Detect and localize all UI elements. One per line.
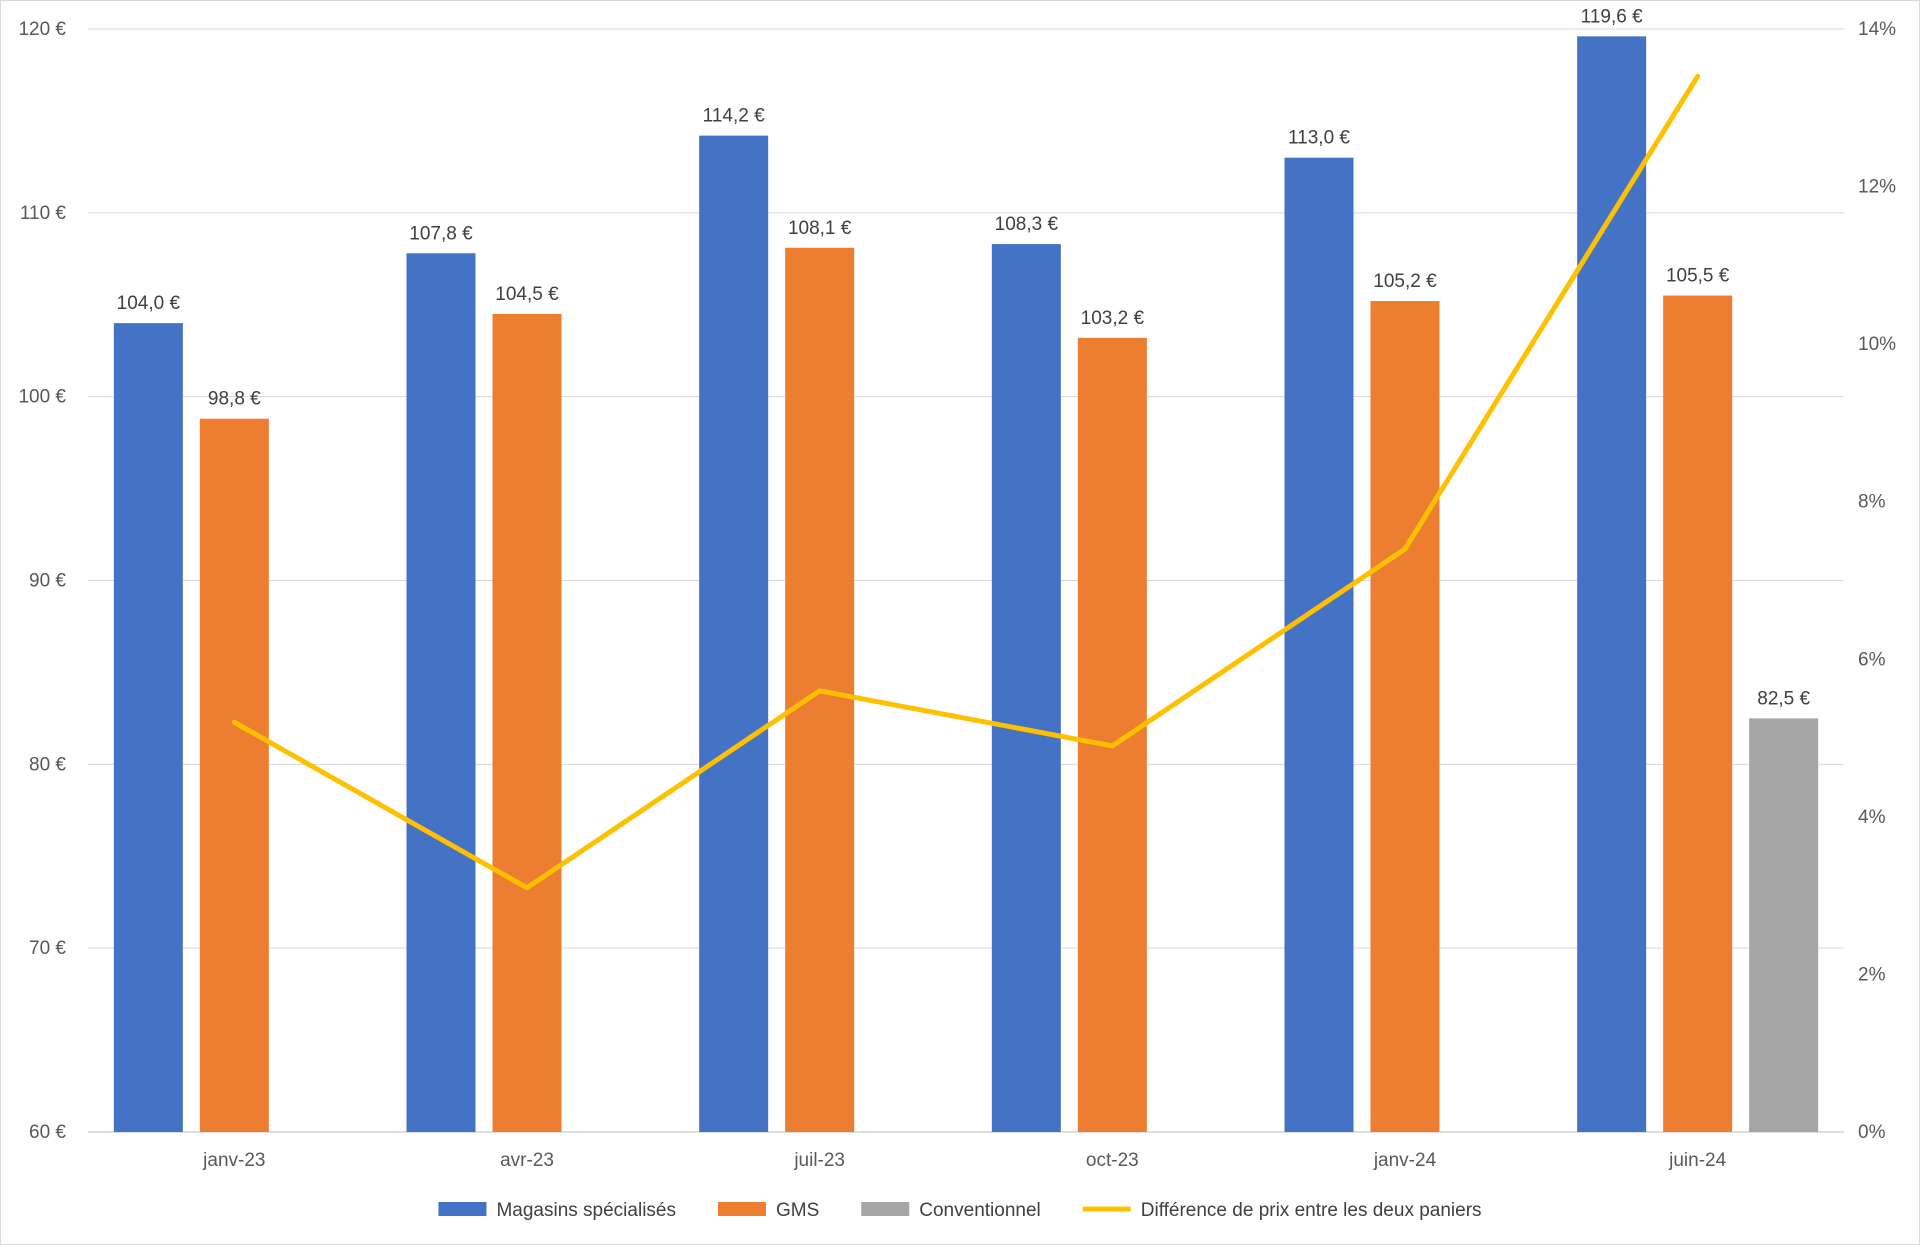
x-tick-label: juin-24 — [1668, 1150, 1726, 1171]
bar-magasins-specialises — [991, 244, 1061, 1132]
x-tick-label: janv-24 — [1373, 1150, 1437, 1171]
y-left-tick-label: 100 € — [18, 387, 66, 408]
bar-magasins-specialises — [1284, 157, 1354, 1132]
bar-magasins-specialises — [699, 135, 769, 1132]
bar-data-label: 113,0 € — [1288, 128, 1350, 149]
y-right-tick-label: 12% — [1858, 177, 1896, 198]
bar-gms — [199, 418, 269, 1132]
bar-magasins-specialises — [1577, 36, 1647, 1133]
y-left-tick-label: 110 € — [20, 203, 67, 224]
y-left-tick-label: 120 € — [18, 19, 66, 40]
y-right-tick-label: 4% — [1858, 807, 1886, 828]
bar-data-label: 105,2 € — [1373, 271, 1437, 292]
y-right-tick-label: 14% — [1858, 19, 1896, 40]
x-tick-label: oct-23 — [1086, 1150, 1139, 1171]
bar-gms — [492, 313, 562, 1133]
bar-data-label: 107,8 € — [409, 223, 473, 244]
y-left-tick-label: 60 € — [29, 1122, 66, 1143]
bar-data-label: 104,0 € — [117, 293, 181, 314]
x-tick-label: janv-23 — [202, 1150, 265, 1171]
bar-data-label: 114,2 € — [703, 106, 765, 127]
legend-label: Magasins spécialisés — [496, 1200, 676, 1221]
bar-data-label: 119,6 € — [1581, 6, 1643, 27]
bar-gms — [1663, 295, 1733, 1132]
data-labels: 104,0 € 98,8 € 107,8 € 104,5 € 114,2 € 108,1 … — [117, 6, 1811, 709]
legend-item-gms: GMS — [717, 1200, 819, 1221]
bar-data-label: 108,3 € — [995, 214, 1059, 235]
y-left-tick-label: 80 € — [29, 754, 66, 775]
bar-magasins-specialises — [406, 253, 476, 1132]
bar-data-label: 103,2 € — [1081, 308, 1145, 329]
legend-label: GMS — [776, 1200, 819, 1221]
y-right-tick-label: 10% — [1858, 334, 1896, 355]
bar-data-label: 105,5 € — [1666, 266, 1730, 287]
y-right-tick-label: 2% — [1858, 964, 1886, 985]
y-right-tick-label: 8% — [1858, 492, 1886, 513]
bar-data-label: 104,5 € — [495, 284, 559, 305]
y-left-tick-label: 70 € — [29, 938, 66, 959]
legend-swatch — [861, 1202, 910, 1216]
legend-label: Différence de prix entre les deux panier… — [1141, 1200, 1482, 1221]
axes: 60 € 70 € 80 € 90 € 100 € 110 € 120 € 0% 2% 4% 6% 8… — [18, 19, 1896, 1171]
bar-gms — [1370, 301, 1440, 1132]
legend-item-conventionnel: Conventionnel — [861, 1200, 1041, 1221]
bar-gms — [1077, 337, 1147, 1133]
legend-label: Conventionnel — [919, 1200, 1040, 1221]
bars — [113, 36, 1819, 1133]
y-right-tick-label: 0% — [1858, 1122, 1886, 1143]
x-tick-label: avr-23 — [500, 1150, 554, 1171]
bar-data-label: 82,5 € — [1757, 688, 1810, 709]
legend-swatch — [438, 1202, 487, 1216]
legend-item-magasins-specialises: Magasins spécialisés — [438, 1200, 676, 1221]
bar-data-label: 108,1 € — [788, 218, 852, 239]
x-tick-label: juil-23 — [793, 1150, 845, 1171]
legend-item-difference-de-prix-entre-les-deux-paniers: Différence de prix entre les deux panier… — [1082, 1200, 1482, 1221]
bar-magasins-specialises — [113, 323, 183, 1133]
y-left-tick-label: 90 € — [29, 571, 66, 592]
bar-data-label: 98,8 € — [208, 389, 261, 410]
difference-line — [231, 73, 1701, 891]
y-right-tick-label: 6% — [1858, 649, 1886, 670]
line-difference-de-prix-entre-les-deux-paniers — [231, 73, 1701, 891]
bar-conventionnel — [1749, 718, 1819, 1132]
legend-swatch — [717, 1202, 766, 1216]
legend: Magasins spécialisés GMS Conventionnel Diff… — [438, 1200, 1482, 1221]
gridlines — [88, 28, 1844, 1133]
